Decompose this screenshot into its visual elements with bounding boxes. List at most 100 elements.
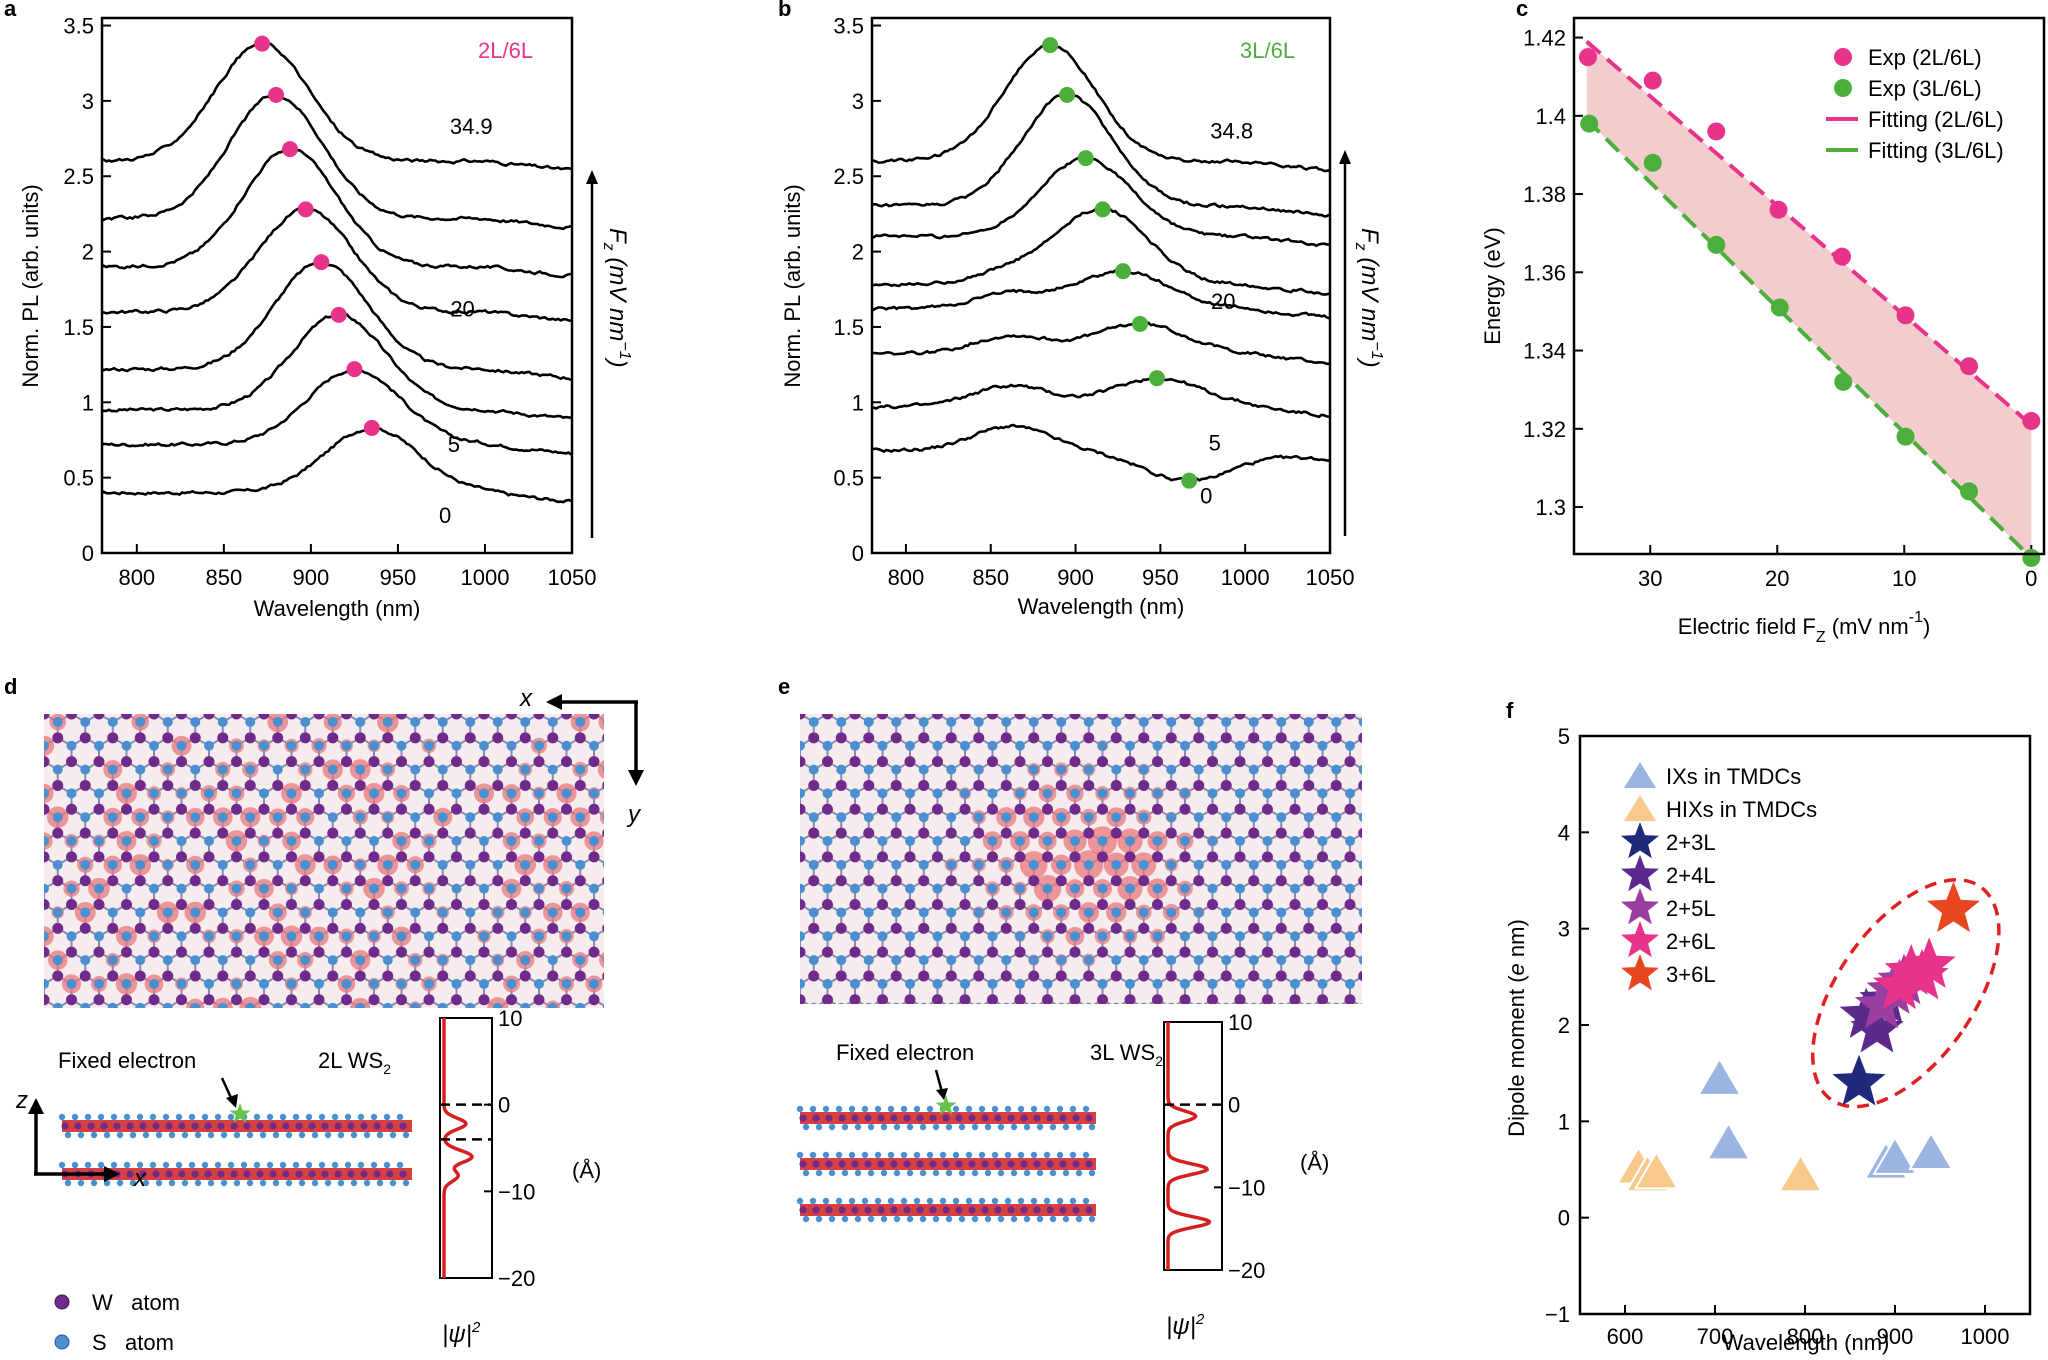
w-atom-side	[929, 1160, 937, 1168]
lattice-bond	[1391, 690, 1405, 698]
panel-b-pl-spectra-3l6l: 800 850 900 950 1000 1050 00.511.522.533.5 34…	[780, 14, 1385, 619]
lattice-bond	[773, 809, 787, 817]
s-atom	[1303, 859, 1314, 870]
s-atom	[492, 859, 503, 870]
c-data-point	[1834, 372, 1853, 391]
w-atom	[1179, 756, 1191, 768]
s-atom	[1331, 859, 1342, 870]
s-atom-side	[971, 1215, 979, 1223]
s-atom	[149, 740, 159, 751]
lattice-bond	[292, 1024, 306, 1032]
electron-density-blob	[583, 688, 604, 709]
s-atom	[1098, 1027, 1108, 1037]
w-atom	[1138, 875, 1150, 887]
s-atom	[823, 693, 833, 703]
w-atom	[1193, 875, 1205, 887]
s-atom-side	[841, 1215, 849, 1223]
w-atom	[849, 899, 861, 911]
c-data-point	[2022, 548, 2041, 567]
s-atom	[644, 1027, 654, 1037]
w-atom	[52, 970, 64, 982]
w-atom	[217, 922, 229, 934]
s-atom-side	[1049, 1123, 1057, 1131]
w-atom	[451, 946, 462, 958]
s-atom-side	[1030, 1105, 1038, 1113]
s-atom	[534, 1027, 544, 1037]
w-atom	[79, 875, 91, 887]
w-atom	[1056, 1018, 1067, 1029]
s-atom	[1262, 883, 1273, 894]
s-atom-side	[376, 1131, 384, 1139]
s-atom	[1262, 931, 1273, 942]
s-atom	[932, 788, 943, 799]
w-atom	[602, 781, 604, 790]
s-atom	[905, 693, 915, 703]
s-atom	[245, 859, 256, 870]
c-legend-label: Exp (2L/6L)	[1868, 45, 1982, 70]
w-atom	[258, 851, 270, 863]
s-atom	[1152, 836, 1163, 847]
lattice-bond	[1364, 857, 1378, 865]
a-x-tick-label: 800	[118, 565, 155, 590]
w-atom	[1220, 779, 1232, 791]
panel-c-fit-lines	[1585, 39, 2033, 560]
w-atom	[574, 827, 586, 839]
w-atom	[121, 851, 132, 863]
s-atom	[231, 788, 242, 799]
s-atom-side	[58, 1113, 66, 1121]
panel-d-lattice-top-view	[21, 688, 654, 1037]
w-atom	[203, 714, 215, 720]
s-atom-side	[77, 1179, 85, 1187]
s-atom	[575, 764, 586, 775]
lattice-bond	[525, 1024, 539, 1032]
s-atom	[836, 764, 847, 775]
lattice-bond	[924, 1024, 938, 1032]
w-atom	[932, 714, 943, 720]
w-atom	[1138, 732, 1150, 744]
w-atom	[107, 875, 119, 887]
s-atom	[1111, 812, 1122, 823]
w-atom	[959, 714, 971, 720]
panel-d-psi-label: |ψ|2	[442, 1319, 481, 1348]
b-y-tick-label: 3.5	[833, 14, 864, 39]
w-atom-side	[139, 1170, 147, 1178]
s-atom-side	[298, 1131, 306, 1139]
b-spectrum-curve	[872, 377, 1330, 419]
lattice-bond	[1089, 1024, 1103, 1032]
w-atom	[464, 732, 476, 744]
w-atom	[44, 714, 50, 720]
w-atom	[189, 779, 201, 791]
w-atom	[176, 756, 187, 768]
s-atom	[94, 836, 104, 847]
w-atom	[533, 714, 545, 720]
w-atom	[1234, 851, 1246, 863]
a-peak-marker	[254, 35, 271, 52]
w-atom	[1344, 899, 1356, 911]
w-atom	[66, 851, 77, 863]
w-atom	[1331, 685, 1342, 696]
s-atom-side	[175, 1161, 183, 1169]
w-atom	[121, 714, 132, 720]
s-atom	[66, 931, 77, 942]
s-atom-side	[292, 1113, 300, 1121]
s-atom-side	[272, 1179, 280, 1187]
s-atom	[589, 978, 599, 989]
s-atom	[1193, 859, 1204, 870]
s-atom-side	[1043, 1151, 1051, 1159]
w-atom	[973, 827, 985, 839]
s-atom-side	[880, 1215, 888, 1223]
w-atom	[781, 780, 792, 791]
s-atom	[644, 693, 654, 703]
c-data-point	[1643, 71, 1662, 90]
w-atom	[1262, 803, 1273, 815]
f-y-tick-label: 4	[1558, 820, 1570, 845]
s-atom	[507, 693, 517, 703]
w-atom	[1138, 779, 1150, 791]
electron-density-blob	[21, 713, 40, 732]
w-atom	[464, 827, 476, 839]
w-atom	[1330, 970, 1342, 982]
c-legend-label: Exp (3L/6L)	[1868, 76, 1982, 101]
s-atom	[1001, 716, 1012, 727]
lattice-bond	[539, 690, 553, 698]
